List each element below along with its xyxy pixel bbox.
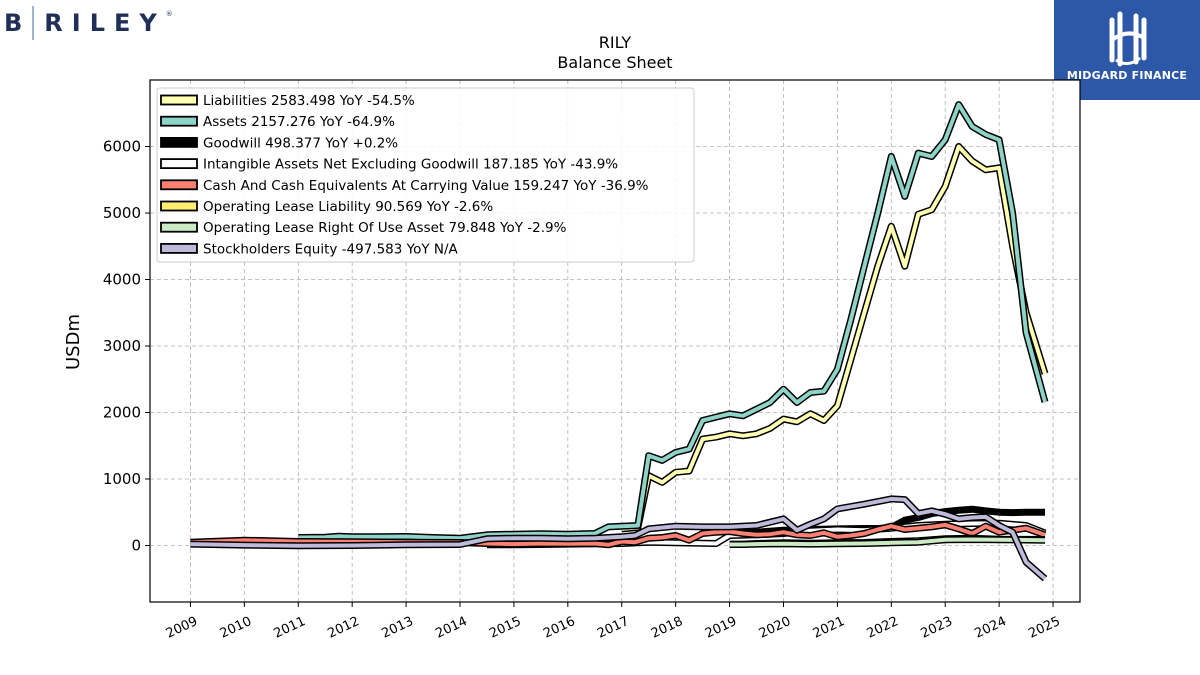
y-tick-label: 6000 (103, 137, 141, 155)
x-tick-label: 2017 (595, 614, 631, 642)
x-tick-label: 2013 (379, 614, 415, 642)
x-tick-label: 2015 (487, 614, 523, 642)
x-tick-label: 2018 (649, 614, 685, 642)
plot-area: 2009 2010 2011 2012 2013 2014 2015 2016 2017 2018… (103, 79, 1081, 642)
legend-entry: Operating Lease Right Of Use Asset 79.84… (203, 220, 567, 236)
series-group (190, 101, 1049, 582)
legend-entry: Goodwill 498.377 YoY +0.2% (203, 135, 398, 151)
series-line-stroke (729, 537, 1046, 547)
x-tick-label: 2014 (433, 614, 469, 642)
x-tick-label: 2010 (218, 614, 254, 642)
legend: Liabilities 2583.498 YoY -54.5% Assets 21… (156, 87, 695, 263)
logo-wordmark: RILEY (44, 9, 166, 37)
legend-swatch (160, 242, 198, 254)
y-tick-label: 0 (131, 536, 141, 554)
b-riley-logo: B RILEY ® (4, 6, 173, 40)
x-tick-label: 2025 (1026, 614, 1062, 642)
logo-initial: B (4, 9, 23, 37)
legend-swatch (160, 200, 198, 212)
series-line (298, 101, 1049, 542)
y-tick-label: 1000 (103, 470, 141, 488)
legend-entry: Cash And Cash Equivalents At Carrying Va… (203, 178, 649, 194)
y-tick-label: 3000 (103, 337, 141, 355)
legend-swatch (160, 221, 198, 233)
series-line-stroke (190, 496, 1047, 581)
x-tick-label: 2024 (972, 614, 1008, 642)
x-tick-label: 2021 (811, 614, 847, 642)
legend-box (156, 87, 695, 263)
series-line (190, 495, 1048, 582)
x-tick-label: 2019 (703, 614, 739, 642)
series-line (190, 521, 1047, 549)
x-tick-label: 2009 (164, 614, 200, 642)
legend-entry: Liabilities 2583.498 YoY -54.5% (203, 93, 415, 109)
midgard-logo-mark-icon (1109, 11, 1147, 67)
legend-swatch (160, 115, 198, 127)
legend-swatch (160, 179, 198, 191)
y-tick-label: 2000 (103, 403, 141, 421)
x-tick-label: 2020 (757, 614, 793, 642)
legend-entry: Stockholders Equity -497.583 YoY N/A (203, 241, 459, 257)
y-axis-label: USDm (63, 314, 84, 370)
legend-entry: Operating Lease Liability 90.569 YoY -2.… (203, 199, 493, 215)
series-line (729, 536, 1046, 548)
x-tick-label: 2012 (326, 614, 362, 642)
logo-registered-mark: ® (165, 10, 173, 18)
chart-subtitle: Balance Sheet (557, 53, 672, 72)
x-tick-label: 2022 (865, 614, 901, 642)
legend-swatch (160, 158, 198, 170)
series-line-stroke (298, 102, 1047, 541)
midgard-logo-name: MIDGARD FINANCE (1066, 69, 1188, 82)
legend-entry: Intangible Assets Net Excluding Goodwill… (203, 157, 618, 173)
x-tick-label: 2023 (919, 614, 955, 642)
legend-swatch (160, 94, 198, 106)
plot-frame (149, 79, 1081, 603)
logo-divider (32, 6, 35, 40)
chart-title: RILY (599, 33, 632, 52)
x-tick-label: 2011 (272, 614, 308, 642)
legend-swatch (160, 136, 198, 148)
x-tick-label: 2016 (541, 614, 577, 642)
y-tick-label: 4000 (103, 270, 141, 288)
series-line-stroke (621, 144, 1047, 531)
y-tick-label: 5000 (103, 204, 141, 222)
series-line (621, 143, 1049, 533)
series-line-stroke (190, 522, 1046, 547)
legend-entry: Assets 2157.276 YoY -64.9% (203, 114, 395, 130)
